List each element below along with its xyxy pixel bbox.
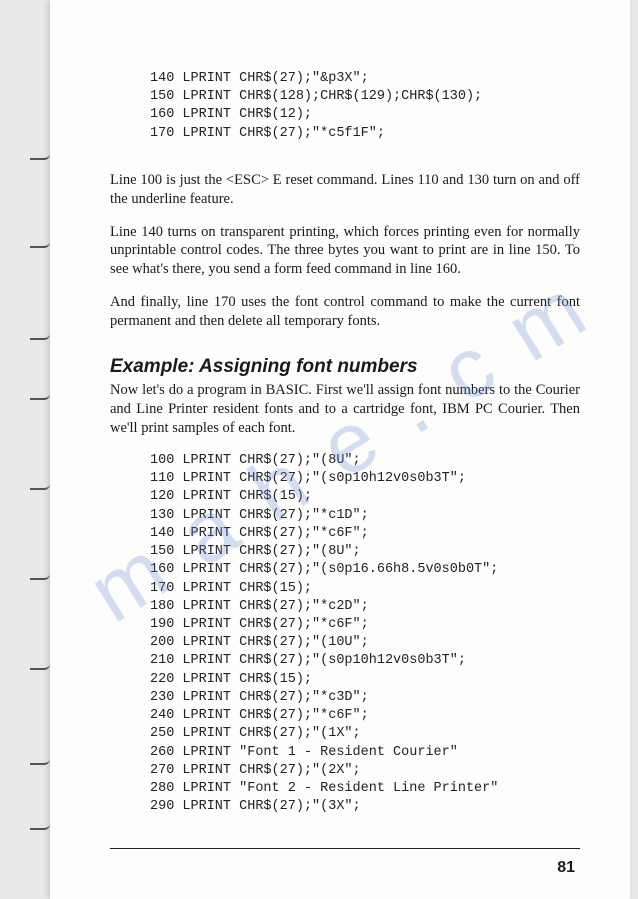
binding-tick (30, 150, 50, 160)
binding-tick (30, 755, 50, 765)
code-block-2: 100 LPRINT CHR$(27);"(8U"; 110 LPRINT CH… (150, 452, 580, 816)
binding-marks (10, 0, 50, 899)
binding-tick (30, 238, 50, 248)
binding-tick (30, 330, 50, 340)
binding-tick (30, 820, 50, 830)
section-heading: Example: Assigning font numbers (110, 355, 580, 380)
binding-tick (30, 480, 50, 490)
paragraph-2: Line 140 turns on transparent printing, … (110, 223, 580, 280)
code-block-1: 140 LPRINT CHR$(27);"&p3X"; 150 LPRINT C… (150, 70, 580, 143)
footer-rule (110, 848, 580, 849)
paragraph-4: Now let's do a program in BASIC. First w… (110, 381, 580, 438)
paragraph-3: And finally, line 170 uses the font cont… (110, 293, 580, 331)
binding-tick (30, 390, 50, 400)
paragraph-1: Line 100 is just the <ESC> E reset comma… (110, 171, 580, 209)
binding-tick (30, 660, 50, 670)
binding-tick (30, 570, 50, 580)
page-surface: m a h e . c m 140 LPRINT CHR$(27);"&p3X"… (50, 0, 630, 899)
page-content: 140 LPRINT CHR$(27);"&p3X"; 150 LPRINT C… (50, 0, 630, 864)
page-number: 81 (557, 859, 575, 877)
